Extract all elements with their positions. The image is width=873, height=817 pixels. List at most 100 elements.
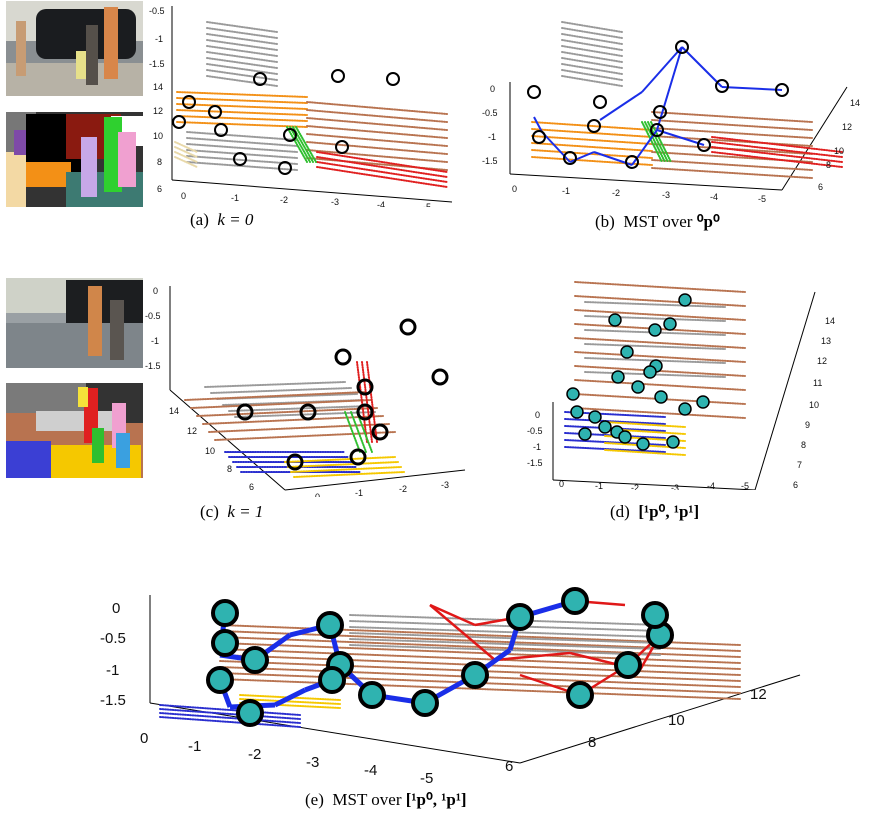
caption-a: (a) k = 0 <box>190 210 254 229</box>
scan-line <box>174 141 198 153</box>
svg-text:-4: -4 <box>377 200 385 207</box>
scan-line <box>176 121 308 128</box>
scan-line <box>344 411 361 453</box>
svg-text:8: 8 <box>588 734 596 751</box>
svg-text:0: 0 <box>153 286 158 296</box>
svg-text:0: 0 <box>535 410 540 420</box>
photo-thumbnail-c <box>6 278 143 368</box>
x-tick-labels: 0 -1 -2 -3 -4 -5 <box>559 479 749 490</box>
scan-line <box>711 136 843 153</box>
scan-line <box>176 115 308 122</box>
scan-line <box>295 126 317 163</box>
svg-text:7: 7 <box>797 460 802 470</box>
scan-line <box>206 57 278 69</box>
svg-text:-0.5: -0.5 <box>145 311 161 321</box>
svg-text:-1: -1 <box>155 34 163 44</box>
node-marker <box>696 395 710 409</box>
z-tick-labels: 14 12 10 8 6 <box>169 406 254 492</box>
svg-text:0: 0 <box>181 191 186 201</box>
scan-line <box>574 309 746 321</box>
scan-line <box>604 449 686 456</box>
mst-plot-e: 0 -0.5 -1 -1.5 0 -1 -2 -3 -4 -5 6 8 10 1… <box>100 587 801 785</box>
svg-text:-1: -1 <box>533 442 541 452</box>
svg-text:-0.5: -0.5 <box>100 630 126 647</box>
scan-line <box>564 446 666 453</box>
scan-line <box>184 391 366 401</box>
svg-text:14: 14 <box>169 406 179 416</box>
caption-b: (b) MST over ⁰p⁰ <box>595 212 720 231</box>
cluster-ring <box>697 138 711 152</box>
cluster-ring <box>172 115 186 129</box>
scan-line <box>306 125 448 139</box>
z-tick-labels: 6 8 10 12 <box>505 686 767 775</box>
scan-line <box>350 411 367 453</box>
node-marker <box>678 402 692 416</box>
z-tick-labels: 14 12 10 8 6 <box>818 98 860 192</box>
scan-line <box>159 708 301 720</box>
scan-line <box>644 121 666 163</box>
scan-line <box>316 166 448 188</box>
cluster-ring <box>650 123 664 137</box>
svg-text:-1.5: -1.5 <box>149 59 165 69</box>
scan-line <box>316 161 448 183</box>
scan-line <box>176 109 308 116</box>
cluster-ring <box>399 318 417 336</box>
svg-text:-2: -2 <box>399 484 407 494</box>
node-marker <box>643 365 657 379</box>
mst-edge <box>641 46 683 93</box>
cluster-ring <box>208 105 222 119</box>
svg-text:12: 12 <box>153 106 163 116</box>
scan-line <box>176 97 308 104</box>
svg-text:-1: -1 <box>595 481 603 490</box>
cluster-ring <box>532 130 546 144</box>
mst-edge <box>656 129 705 146</box>
node-marker <box>241 646 269 674</box>
node-marker <box>570 405 584 419</box>
scan-line <box>206 51 278 63</box>
scan-line <box>651 159 813 171</box>
scatter-plot-c: 0 -0.5 -1 -1.5 14 12 10 8 6 0 -1 -2 -3 <box>145 286 466 497</box>
svg-text:-2: -2 <box>631 483 639 490</box>
svg-text:-1.5: -1.5 <box>527 458 543 468</box>
cluster-ring <box>356 403 374 421</box>
svg-text:6: 6 <box>793 480 798 490</box>
node-marker <box>318 666 346 694</box>
svg-text:-1.5: -1.5 <box>145 361 161 371</box>
cluster-ring <box>335 140 349 154</box>
scan-line <box>574 351 746 363</box>
node-marker <box>578 427 592 441</box>
scan-line <box>356 361 368 443</box>
scan-line <box>349 644 661 656</box>
cluster-ring <box>349 448 367 466</box>
svg-text:12: 12 <box>817 356 827 366</box>
cluster-ring <box>527 85 541 99</box>
svg-text:11: 11 <box>813 378 822 388</box>
svg-text:0: 0 <box>559 479 564 489</box>
scan-line <box>239 698 341 705</box>
node-marker <box>636 437 650 451</box>
x-tick-labels: 0 -1 -2 -3 -4 -5 <box>181 191 431 207</box>
svg-text:8: 8 <box>157 157 162 167</box>
scan-line <box>306 149 448 163</box>
scan-line <box>641 121 663 163</box>
y-tick-labels: 0 -0.5 -1 -1.5 <box>145 286 161 371</box>
svg-text:-3: -3 <box>331 197 339 207</box>
scan-line <box>531 135 653 145</box>
scan-line <box>219 642 741 664</box>
svg-text:-4: -4 <box>707 481 715 490</box>
mst-edge <box>599 91 643 121</box>
scan-line <box>186 137 298 147</box>
scan-line <box>219 678 741 700</box>
scan-line <box>210 387 352 394</box>
node-marker <box>358 681 386 709</box>
scan-line <box>206 33 278 45</box>
cluster-ring <box>286 453 304 471</box>
scan-line <box>219 648 741 670</box>
photo-thumbnail-a <box>6 1 143 96</box>
mst-edge <box>541 131 571 163</box>
node-marker <box>566 387 580 401</box>
scan-line <box>174 146 198 158</box>
cluster-ring <box>253 72 267 86</box>
node-marker <box>211 629 239 657</box>
node-marker <box>648 323 662 337</box>
